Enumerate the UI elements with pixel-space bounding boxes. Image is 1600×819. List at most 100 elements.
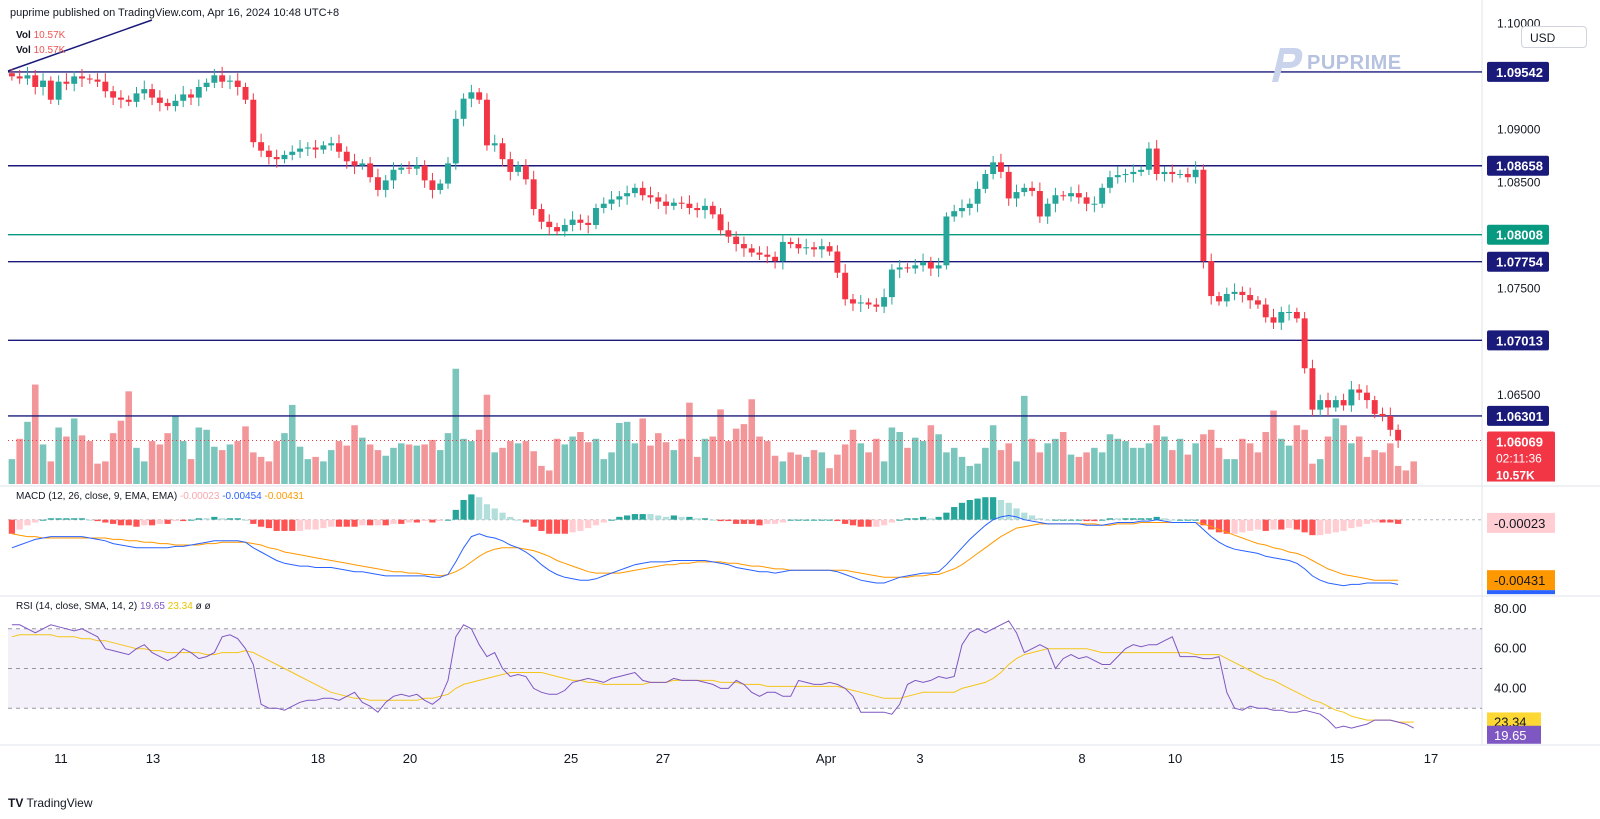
candle-body: [359, 163, 366, 166]
tradingview-footer[interactable]: TV TradingView: [8, 796, 93, 810]
macd-histogram-bar: [437, 519, 444, 522]
macd-histogram-bar: [16, 519, 23, 530]
last-price-tag: [1487, 431, 1555, 478]
candle-body: [343, 151, 350, 162]
macd-histogram-bar: [709, 519, 716, 521]
macd-histogram-bar: [927, 518, 934, 520]
candle-body: [102, 81, 109, 92]
volume-bar: [927, 425, 935, 484]
volume-bar: [1207, 429, 1215, 484]
macd-histogram-bar: [1371, 519, 1378, 523]
volume-bar: [880, 461, 888, 484]
volume-bar: [616, 422, 623, 484]
rsi-tick-label: 40.00: [1494, 680, 1527, 695]
candle-body: [733, 236, 740, 245]
macd-histogram-bar: [86, 519, 93, 521]
price-level-label: 1.07754: [1496, 255, 1544, 270]
volume-bar: [78, 435, 86, 484]
volume-bar: [1130, 447, 1137, 484]
candle-body: [1231, 291, 1238, 294]
volume-bar: [787, 452, 794, 484]
volume-bar: [764, 441, 771, 484]
volume-bar: [904, 447, 911, 484]
volume-bar: [802, 456, 810, 484]
candle-body: [273, 157, 280, 160]
candle-body: [460, 98, 467, 119]
volume-bar: [997, 450, 1005, 484]
candle-body: [328, 143, 335, 146]
volume-bar: [265, 461, 273, 484]
candle-body: [195, 86, 202, 98]
volume-bar: [413, 445, 421, 484]
macd-histogram-bar: [1021, 512, 1028, 520]
macd-histogram-bar: [55, 518, 62, 520]
candle-body: [1278, 311, 1285, 323]
macd-histogram-bar: [849, 519, 857, 526]
candle-body: [304, 147, 311, 149]
candle-body: [226, 80, 233, 82]
candle-body: [219, 75, 226, 82]
volume-bar: [1215, 447, 1223, 484]
macd-histogram-bar: [748, 519, 755, 524]
macd-histogram-bar: [499, 512, 506, 520]
volume-bar: [1355, 436, 1363, 484]
macd-hist-tag-label: -0.00023: [1494, 516, 1545, 531]
volume-bar: [857, 443, 865, 484]
macd-histogram-bar: [624, 515, 631, 520]
macd-histogram-bar: [888, 519, 896, 523]
volume-bar: [366, 444, 374, 484]
macd-histogram-bar: [1044, 519, 1051, 521]
candle-body: [709, 205, 716, 215]
volume-bar: [444, 433, 452, 484]
candle-body: [1208, 261, 1215, 297]
rsi-tick-label: 80.00: [1494, 601, 1527, 616]
volume-bar: [1184, 454, 1192, 484]
candle-body: [1340, 400, 1347, 406]
macd-histogram-bar: [452, 509, 459, 520]
volume-bar: [1153, 425, 1160, 484]
macd-histogram-bar: [787, 519, 794, 521]
candle-body: [203, 82, 210, 87]
candle-body: [1114, 175, 1121, 178]
macd-histogram-bar: [1083, 519, 1090, 522]
tradingview-logo-icon: TV: [8, 796, 24, 810]
macd-histogram-bar: [32, 519, 39, 523]
macd-histogram-bar: [71, 518, 78, 520]
volume-bar: [343, 445, 351, 484]
volume-bar: [1091, 447, 1098, 484]
candle-body: [959, 207, 965, 212]
currency-selector[interactable]: USD: [1521, 26, 1587, 48]
volume-bar: [109, 433, 117, 484]
macd-histogram-bar: [117, 519, 125, 526]
volume-bar: [304, 459, 312, 484]
macd-histogram-bar: [39, 519, 47, 521]
volume-bar: [919, 441, 927, 484]
volume-bar: [1137, 447, 1145, 484]
candle-body: [1270, 317, 1277, 323]
price-level-label: 1.06301: [1496, 409, 1543, 424]
volume-bar: [1410, 461, 1417, 484]
volume-bar: [1293, 425, 1301, 484]
volume-bar: [1278, 438, 1285, 484]
candle-body: [1169, 171, 1176, 175]
macd-histogram-bar: [1013, 508, 1020, 520]
volume-bar: [935, 434, 942, 484]
macd-histogram-bar: [156, 519, 163, 524]
volume-bar: [1285, 445, 1293, 484]
macd-histogram-bar: [1247, 519, 1254, 531]
volume-bar: [538, 465, 545, 484]
volume-bar: [218, 450, 226, 484]
macd-histogram-bar: [600, 519, 607, 523]
macd-histogram-bar: [857, 519, 864, 527]
candle-body: [927, 262, 934, 269]
price-tick-label: 1.09000: [1497, 122, 1541, 136]
macd-histogram-bar: [873, 519, 880, 527]
rsi-extra-2: ø: [204, 601, 211, 612]
volume-bar: [499, 447, 506, 484]
candle-body: [234, 80, 241, 87]
candle-body: [1099, 187, 1106, 204]
volume-bar: [125, 391, 132, 484]
macd-histogram-bar: [1332, 519, 1339, 533]
macd-histogram-bar: [468, 494, 475, 520]
volume-bar: [187, 459, 195, 484]
